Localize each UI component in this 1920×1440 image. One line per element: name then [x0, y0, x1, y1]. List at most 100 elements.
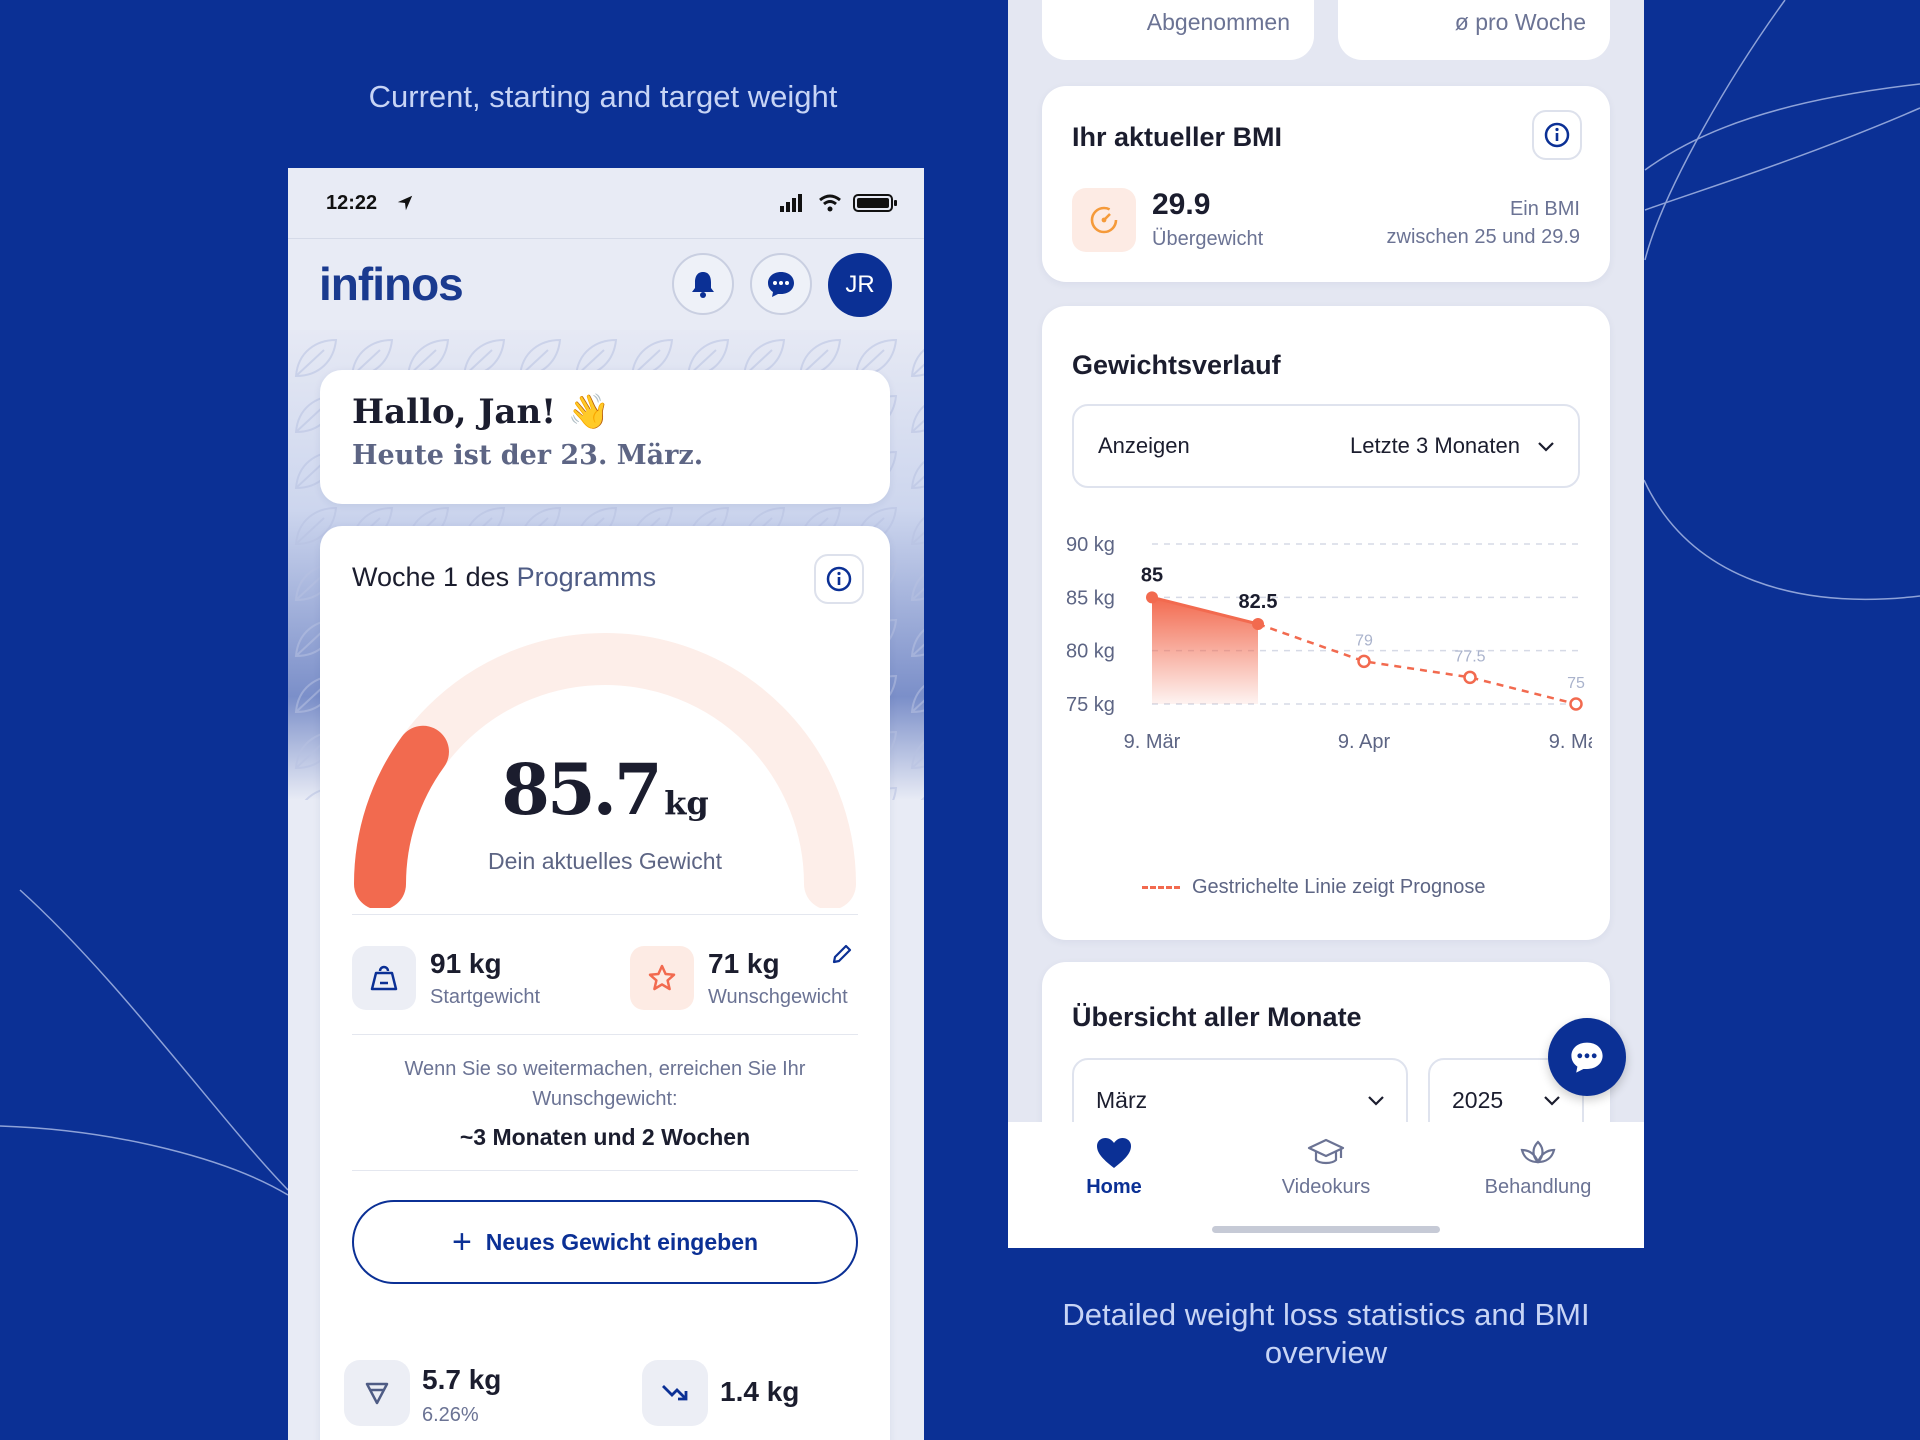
lotus-icon	[1520, 1140, 1556, 1164]
add-weight-label: Neues Gewicht eingeben	[485, 1228, 759, 1255]
tab-home[interactable]: Home	[1034, 1136, 1194, 1199]
weekly-average-value: 1.4 kg	[720, 1376, 800, 1407]
current-weight: 85.7 kg	[320, 748, 890, 831]
status-icons	[780, 194, 897, 212]
forecast-weight-line	[1257, 622, 1577, 706]
weight-lost-card: 5.7 kg 6.26%	[320, 1336, 592, 1440]
weekly-average-stub: ø pro Woche	[1338, 0, 1610, 60]
forecast-hint: Wenn Sie so weitermachen, erreichen Sie …	[404, 1058, 806, 1110]
program-card: Woche 1 des Programms 85.7 kg Dein aktue…	[320, 526, 890, 1440]
program-week-title: Woche 1 des Programms	[352, 562, 657, 592]
weight-lost-value: 5.7 kg	[422, 1364, 502, 1395]
notifications-button[interactable]	[672, 253, 734, 315]
bmi-category: Übergewicht	[1152, 228, 1264, 250]
weight-lost-percent: 6.26%	[422, 1404, 479, 1426]
forecast-eta: ~3 Monaten und 2 Wochen	[459, 1124, 751, 1150]
greeting-card: Hallo, Jan! 👋 Heute ist der 23. März.	[320, 370, 890, 504]
period-select-value: Letzte 3 Monaten	[1349, 433, 1520, 458]
target-weight-label: Wunschgewicht	[708, 986, 848, 1008]
tab-videokurs[interactable]: Videokurs	[1246, 1136, 1406, 1199]
weekly-average-icon-box	[642, 1360, 708, 1426]
user-avatar[interactable]: JR	[828, 253, 892, 317]
target-weight-icon-box	[630, 946, 694, 1010]
point-label: 85	[1141, 564, 1163, 586]
months-overview-title: Übersicht aller Monate	[1072, 1002, 1362, 1032]
chat-fab-button[interactable]	[1548, 1018, 1626, 1096]
start-weight-label: Startgewicht	[430, 986, 541, 1008]
x-tick-label: 9. Mai	[1549, 731, 1592, 753]
y-tick-label: 75 kg	[1066, 694, 1115, 716]
weekly-average-stub-label: ø pro Woche	[1454, 9, 1586, 35]
plus-icon: +	[451, 1223, 472, 1261]
legend-dashed-line	[1142, 886, 1180, 889]
y-tick-label: 90 kg	[1066, 534, 1115, 556]
gauge-progress	[354, 725, 449, 908]
app-header: infinos JR	[288, 239, 924, 330]
current-weight-unit: kg	[664, 784, 709, 822]
info-icon	[826, 566, 852, 592]
heart-icon	[1097, 1138, 1131, 1168]
divider	[352, 1170, 858, 1171]
signal-icon	[780, 194, 802, 212]
star-icon	[648, 964, 676, 991]
weight-progress-gauge	[354, 633, 856, 908]
home-indicator	[1212, 1226, 1440, 1233]
point-label: 75	[1567, 675, 1585, 692]
actual-weight-area	[1152, 597, 1258, 704]
add-weight-button[interactable]: + Neues Gewicht eingeben	[352, 1200, 858, 1284]
current-weight-label: Dein aktuelles Gewicht	[488, 848, 722, 874]
target-weight-value: 71 kg	[708, 948, 780, 979]
bmi-info-button[interactable]	[1532, 110, 1582, 160]
year-select-value: 2025	[1452, 1087, 1504, 1113]
gauge-icon	[1090, 206, 1118, 234]
weight-lost-stub-label: Abgenommen	[1146, 9, 1290, 35]
right-caption: Detailed weight loss statistics and BMI …	[1062, 1297, 1590, 1370]
chat-bubble-icon	[768, 272, 794, 297]
weight-lost-icon-box	[344, 1360, 410, 1426]
weight-lost-stub: Abgenommen	[1042, 0, 1314, 60]
chart-legend: Gestrichelte Linie zeigt Prognose	[1142, 876, 1486, 899]
period-select-label: Anzeigen	[1098, 433, 1190, 458]
left-caption: Current, starting and target weight	[368, 79, 838, 114]
point-label: 77.5	[1454, 648, 1485, 665]
weekly-average-card: 1.4 kg	[618, 1336, 890, 1440]
graduation-cap-icon	[1307, 1138, 1345, 1165]
x-tick-label: 9. Apr	[1338, 731, 1391, 753]
chevron-down-icon	[1368, 1096, 1384, 1106]
edit-pencil-icon[interactable]	[830, 942, 854, 966]
actual-point	[1146, 591, 1158, 604]
bmi-card: Ihr aktueller BMI 29.9 Übergewicht Ein B…	[1042, 86, 1610, 282]
period-select[interactable]: Anzeigen Letzte 3 Monaten	[1072, 404, 1580, 488]
tab-behandlung[interactable]: Behandlung	[1458, 1136, 1618, 1199]
program-info-button[interactable]	[814, 554, 864, 604]
forecast-point	[1463, 670, 1477, 685]
legend-text: Gestrichelte Linie zeigt Prognose	[1192, 876, 1486, 898]
info-icon	[1544, 122, 1570, 148]
messages-button[interactable]	[750, 253, 812, 315]
chat-bubble-icon	[1571, 1042, 1603, 1073]
greeting-date: Heute ist der 23. März.	[352, 440, 704, 471]
bmi-range-line2: zwischen 25 und 29.9	[1386, 226, 1580, 248]
chevron-down-icon	[1544, 1096, 1560, 1106]
arrow-down-shield-icon	[365, 1382, 389, 1405]
forecast-point	[1357, 654, 1371, 669]
start-weight-icon-box	[352, 946, 416, 1010]
location-arrow-icon	[397, 195, 413, 211]
bmi-title: Ihr aktueller BMI	[1072, 122, 1283, 152]
point-label: 79	[1355, 632, 1373, 649]
actual-weight-line	[1151, 595, 1259, 626]
bmi-value: 29.9	[1152, 188, 1211, 221]
current-weight-value: 85.7	[501, 748, 662, 831]
weight-history-title: Gewichtsverlauf	[1072, 350, 1281, 380]
right-phone-screen: Abgenommen ø pro Woche Ihr aktueller BMI…	[1008, 0, 1644, 1248]
y-tick-label: 80 kg	[1066, 641, 1115, 663]
bottom-tab-bar: Home Videokurs Behandlung	[1008, 1122, 1644, 1248]
app-logo[interactable]: infinos	[319, 258, 464, 310]
greeting-title: Hallo, Jan! 👋	[352, 392, 611, 432]
left-phone-screen: 12:22 infinos JR Hallo, Jan! 👋 Heute ist…	[288, 168, 924, 1440]
point-label: 82.5	[1239, 591, 1278, 613]
forecast-point	[1569, 697, 1583, 711]
wifi-icon	[819, 194, 841, 212]
month-select-value: März	[1096, 1087, 1148, 1113]
chevron-down-icon	[1538, 442, 1554, 452]
